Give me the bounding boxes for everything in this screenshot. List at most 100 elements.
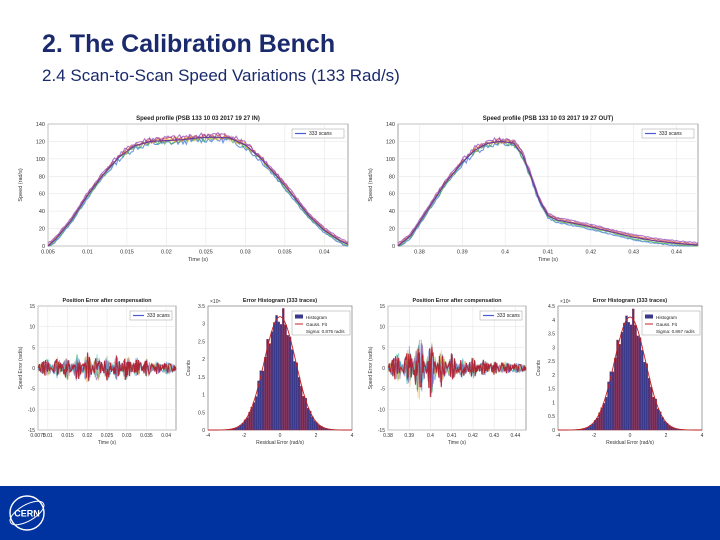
- histogram-bar: [611, 371, 615, 431]
- histogram-bar: [605, 397, 608, 431]
- histogram-bar: [288, 336, 292, 431]
- histogram-bar: [602, 403, 606, 431]
- x-tick-label: -2: [592, 433, 597, 439]
- x-tick-label: 2: [315, 433, 318, 439]
- legend-label: Histogram: [306, 315, 327, 320]
- y-tick-label: 4.5: [548, 304, 555, 310]
- x-tick-label: 0.43: [489, 433, 499, 439]
- histogram-bar: [656, 408, 660, 431]
- legend-box: [641, 128, 695, 139]
- histogram-bar: [647, 378, 651, 431]
- y-axis-label: Speed Error (rad/s): [18, 346, 24, 389]
- y-tick-label: -15: [378, 428, 385, 434]
- histogram-bar: [300, 386, 303, 431]
- histogram-bar: [629, 324, 633, 431]
- y-tick-label: -10: [378, 407, 385, 413]
- histogram-bar: [279, 324, 283, 431]
- y-tick-label: 0: [552, 428, 555, 434]
- y-tick-label: 0.5: [198, 410, 205, 416]
- x-tick-label: 0.41: [543, 250, 554, 256]
- histogram-bar: [663, 421, 666, 431]
- y-tick-label: 140: [36, 122, 45, 128]
- chart-title: Error Histogram (333 traces): [243, 298, 317, 304]
- series-line: [398, 139, 698, 247]
- x-tick-label: 0.42: [585, 250, 596, 256]
- histogram-bar: [638, 337, 642, 431]
- histogram-bar: [616, 339, 619, 431]
- legend-label: Histogram: [656, 315, 677, 320]
- y-tick-label: 10: [379, 325, 385, 331]
- histogram-bar: [259, 370, 262, 431]
- y-tick-label: 0: [382, 366, 385, 372]
- x-tick-label: 0.44: [511, 433, 521, 439]
- axis-exponent: ×10⁵: [560, 299, 571, 305]
- x-tick-label: 4: [351, 433, 354, 439]
- chart-title: Position Error after compensation: [413, 298, 503, 304]
- histogram-bar: [641, 350, 644, 431]
- x-tick-label: -2: [242, 433, 247, 439]
- legend-swatch: [295, 314, 303, 319]
- svg-text:CERN: CERN: [14, 509, 40, 519]
- x-tick-label: 0: [629, 433, 632, 439]
- histogram-bar: [275, 315, 278, 431]
- speed-profile-in-svg: Speed profile (PSB 133 10 03 2017 19 27 …: [18, 116, 349, 263]
- position-error-out-chart: Position Error after compensation -15 -10 -…: [364, 294, 532, 456]
- y-tick-label: 0.5: [548, 414, 555, 420]
- histogram-bar: [311, 416, 314, 431]
- histogram-bar: [636, 335, 639, 431]
- legend-swatch: [645, 314, 653, 319]
- y-tick-label: 60: [39, 192, 45, 198]
- legend-label: Gauss. Fit: [306, 322, 328, 327]
- x-tick-label: 0.035: [140, 433, 153, 439]
- y-axis-label: Counts: [186, 360, 192, 376]
- histogram-in-svg: Error Histogram (333 traces) 0 0.5 1 1.5 2 2.5…: [186, 298, 354, 446]
- histogram-bar: [620, 331, 624, 431]
- y-axis-label: Speed Error (rad/s): [368, 346, 374, 389]
- y-tick-label: -5: [31, 387, 36, 393]
- histogram-bar: [650, 386, 653, 431]
- series-line: [47, 131, 349, 244]
- y-tick-label: 100: [36, 157, 45, 163]
- histogram-bar: [625, 315, 628, 431]
- series-mean-line: [397, 140, 699, 247]
- legend-label: 333 scans: [659, 131, 682, 137]
- histogram-bar: [304, 397, 307, 431]
- x-tick-label: 0.025: [199, 250, 213, 256]
- histogram-bar: [623, 322, 626, 431]
- y-tick-label: -15: [28, 428, 35, 434]
- speed-profile-out-svg: Speed profile (PSB 133 10 03 2017 19 27 …: [368, 116, 699, 263]
- series-line: [397, 136, 699, 244]
- histogram-bar: [313, 420, 316, 431]
- y-tick-label: 2: [202, 357, 205, 363]
- x-tick-label: 0.42: [468, 433, 478, 439]
- histogram-bar: [295, 362, 298, 431]
- y-tick-label: 80: [389, 174, 395, 180]
- slide-title: 2. The Calibration Bench: [42, 30, 336, 58]
- histogram-bar: [634, 325, 637, 431]
- histogram-bar: [645, 363, 648, 431]
- x-tick-label: 0.0075: [30, 433, 46, 439]
- speed-profile-out-chart: Speed profile (PSB 133 10 03 2017 19 27 …: [364, 112, 708, 272]
- x-tick-label: 0.01: [43, 433, 53, 439]
- histogram-bar: [268, 343, 271, 431]
- y-tick-label: 1: [552, 400, 555, 406]
- histogram-bar: [643, 362, 646, 431]
- y-tick-label: 15: [379, 304, 385, 310]
- histogram-bar: [306, 408, 310, 431]
- histogram-bar: [286, 335, 289, 431]
- cern-logo: CERN: [9, 495, 45, 531]
- chart-title: Speed profile (PSB 133 10 03 2017 19 27 …: [136, 116, 260, 122]
- histogram-bar: [270, 331, 274, 431]
- y-tick-label: 0: [202, 428, 205, 434]
- chart-title: Speed profile (PSB 133 10 03 2017 19 27 …: [483, 116, 613, 122]
- x-tick-label: 0.02: [161, 250, 172, 256]
- y-tick-label: 140: [386, 122, 395, 128]
- y-tick-label: 4: [552, 318, 555, 324]
- histogram-bar: [652, 396, 655, 431]
- y-axis-label: Speed (rad/s): [368, 168, 374, 201]
- y-tick-label: 3: [202, 322, 205, 328]
- y-tick-label: 1.5: [548, 387, 555, 393]
- histogram-bar: [264, 357, 267, 431]
- x-tick-label: 0.38: [414, 250, 425, 256]
- y-tick-label: 20: [39, 227, 45, 233]
